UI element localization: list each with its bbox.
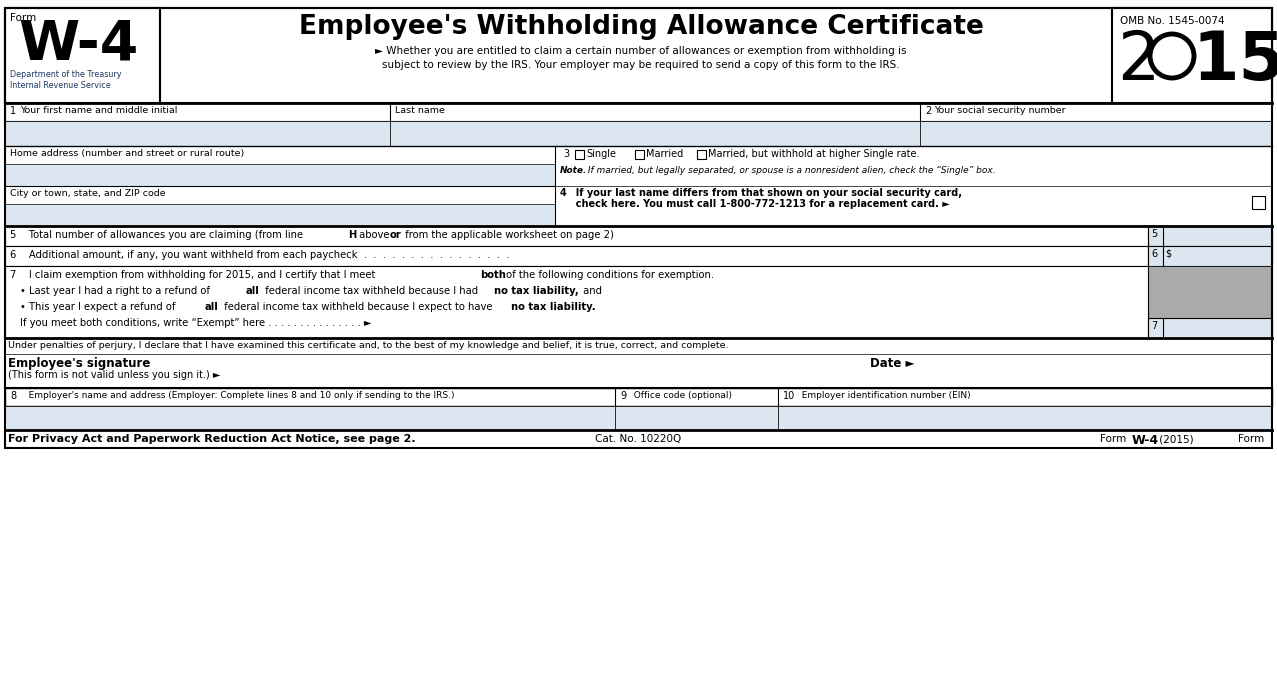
Text: Your social security number: Your social security number bbox=[933, 106, 1065, 115]
Bar bbox=[1148, 318, 1272, 338]
Bar bbox=[5, 8, 160, 103]
Text: City or town, state, and ZIP code: City or town, state, and ZIP code bbox=[10, 189, 166, 198]
Text: Date ►: Date ► bbox=[870, 357, 914, 370]
Text: Office code (optional): Office code (optional) bbox=[628, 391, 732, 400]
Text: subject to review by the IRS. Your employer may be required to send a copy of th: subject to review by the IRS. Your emplo… bbox=[382, 60, 900, 70]
Text: 6    Additional amount, if any, you want withheld from each paycheck  .  .  .  .: 6 Additional amount, if any, you want wi… bbox=[10, 250, 510, 260]
Text: (2015): (2015) bbox=[1156, 434, 1194, 444]
Bar bbox=[697, 150, 706, 159]
Bar bbox=[919, 121, 1272, 146]
Text: W-4: W-4 bbox=[1131, 434, 1160, 447]
Text: federal income tax withheld because I had: federal income tax withheld because I ha… bbox=[262, 286, 481, 296]
Bar bbox=[5, 8, 1272, 448]
Text: Form: Form bbox=[10, 13, 36, 23]
Bar bbox=[1251, 196, 1266, 209]
Text: Employee's Withholding Allowance Certificate: Employee's Withholding Allowance Certifi… bbox=[299, 14, 983, 40]
Text: Employer identification number (EIN): Employer identification number (EIN) bbox=[796, 391, 971, 400]
Bar bbox=[5, 246, 1272, 266]
Text: check here. You must call 1-800-772-1213 for a replacement card. ►: check here. You must call 1-800-772-1213… bbox=[570, 199, 950, 209]
Text: 2: 2 bbox=[1117, 28, 1160, 94]
Text: $: $ bbox=[1165, 249, 1171, 259]
Text: all: all bbox=[246, 286, 259, 296]
Bar bbox=[1148, 226, 1272, 246]
Bar bbox=[1112, 8, 1272, 103]
Bar bbox=[5, 164, 555, 186]
Text: 9: 9 bbox=[621, 391, 626, 401]
Text: For Privacy Act and Paperwork Reduction Act Notice, see page 2.: For Privacy Act and Paperwork Reduction … bbox=[8, 434, 415, 444]
Bar bbox=[1148, 266, 1272, 318]
Bar bbox=[5, 388, 1272, 406]
Bar bbox=[635, 150, 644, 159]
Text: If your last name differs from that shown on your social security card,: If your last name differs from that show… bbox=[570, 188, 962, 198]
Text: of the following conditions for exemption.: of the following conditions for exemptio… bbox=[503, 270, 714, 280]
Text: 5    Total number of allowances you are claiming (from line: 5 Total number of allowances you are cla… bbox=[10, 230, 306, 240]
Text: Married: Married bbox=[646, 149, 683, 159]
Text: (This form is not valid unless you sign it.) ►: (This form is not valid unless you sign … bbox=[8, 370, 221, 380]
Text: Form: Form bbox=[1099, 434, 1129, 444]
Text: Note.: Note. bbox=[561, 166, 587, 175]
Text: Your first name and middle initial: Your first name and middle initial bbox=[20, 106, 178, 115]
Text: 8: 8 bbox=[10, 391, 17, 401]
Text: Last name: Last name bbox=[395, 106, 444, 115]
Text: H: H bbox=[349, 230, 356, 240]
Text: 5: 5 bbox=[1151, 229, 1157, 239]
Text: from the applicable worksheet on page 2): from the applicable worksheet on page 2) bbox=[402, 230, 614, 240]
Text: Employee's signature: Employee's signature bbox=[8, 357, 151, 370]
Text: If you meet both conditions, write “Exempt” here . . . . . . . . . . . . . . . ►: If you meet both conditions, write “Exem… bbox=[20, 318, 372, 328]
Bar bbox=[389, 121, 919, 146]
Text: federal income tax withheld because I expect to have: federal income tax withheld because I ex… bbox=[221, 302, 495, 312]
Text: 10: 10 bbox=[783, 391, 796, 401]
Text: 15: 15 bbox=[1191, 28, 1277, 94]
Bar bbox=[5, 406, 616, 430]
Text: Married, but withhold at higher Single rate.: Married, but withhold at higher Single r… bbox=[707, 149, 919, 159]
Text: or: or bbox=[389, 230, 402, 240]
Text: ► Whether you are entitled to claim a certain number of allowances or exemption : ► Whether you are entitled to claim a ce… bbox=[375, 46, 907, 56]
Text: no tax liability.: no tax liability. bbox=[511, 302, 595, 312]
Text: Under penalties of perjury, I declare that I have examined this certificate and,: Under penalties of perjury, I declare th… bbox=[8, 341, 728, 350]
Text: Home address (number and street or rural route): Home address (number and street or rural… bbox=[10, 149, 244, 158]
Text: no tax liability,: no tax liability, bbox=[494, 286, 578, 296]
Text: Cat. No. 10220Q: Cat. No. 10220Q bbox=[595, 434, 681, 444]
Text: Form: Form bbox=[1237, 434, 1267, 444]
Text: Single: Single bbox=[586, 149, 616, 159]
Text: 7    I claim exemption from withholding for 2015, and I certify that I meet: 7 I claim exemption from withholding for… bbox=[10, 270, 378, 280]
Text: both: both bbox=[480, 270, 506, 280]
Bar bbox=[5, 266, 1272, 338]
Text: and: and bbox=[580, 286, 601, 296]
Bar bbox=[1148, 246, 1272, 266]
Bar bbox=[575, 150, 584, 159]
Text: all: all bbox=[206, 302, 218, 312]
Text: 4: 4 bbox=[561, 188, 567, 198]
Text: above: above bbox=[356, 230, 392, 240]
Bar bbox=[5, 226, 1272, 246]
Bar bbox=[616, 406, 778, 430]
Text: 1: 1 bbox=[10, 106, 17, 116]
Text: 6: 6 bbox=[1151, 249, 1157, 259]
Text: 7: 7 bbox=[1151, 321, 1157, 331]
Text: Employer's name and address (Employer: Complete lines 8 and 10 only if sending t: Employer's name and address (Employer: C… bbox=[20, 391, 455, 400]
Text: 3: 3 bbox=[563, 149, 570, 159]
Text: W-4: W-4 bbox=[18, 18, 138, 72]
Text: Department of the Treasury: Department of the Treasury bbox=[10, 70, 121, 79]
Text: • This year I expect a refund of: • This year I expect a refund of bbox=[20, 302, 179, 312]
Bar bbox=[5, 103, 1272, 121]
Bar bbox=[5, 8, 1272, 103]
Bar bbox=[5, 121, 389, 146]
Text: If married, but legally separated, or spouse is a nonresident alien, check the “: If married, but legally separated, or sp… bbox=[585, 166, 996, 175]
Bar bbox=[778, 406, 1272, 430]
Text: Internal Revenue Service: Internal Revenue Service bbox=[10, 81, 111, 90]
Text: OMB No. 1545-0074: OMB No. 1545-0074 bbox=[1120, 16, 1225, 26]
Text: • Last year I had a right to a refund of: • Last year I had a right to a refund of bbox=[20, 286, 213, 296]
Bar bbox=[5, 204, 555, 226]
Text: 2: 2 bbox=[925, 106, 931, 116]
